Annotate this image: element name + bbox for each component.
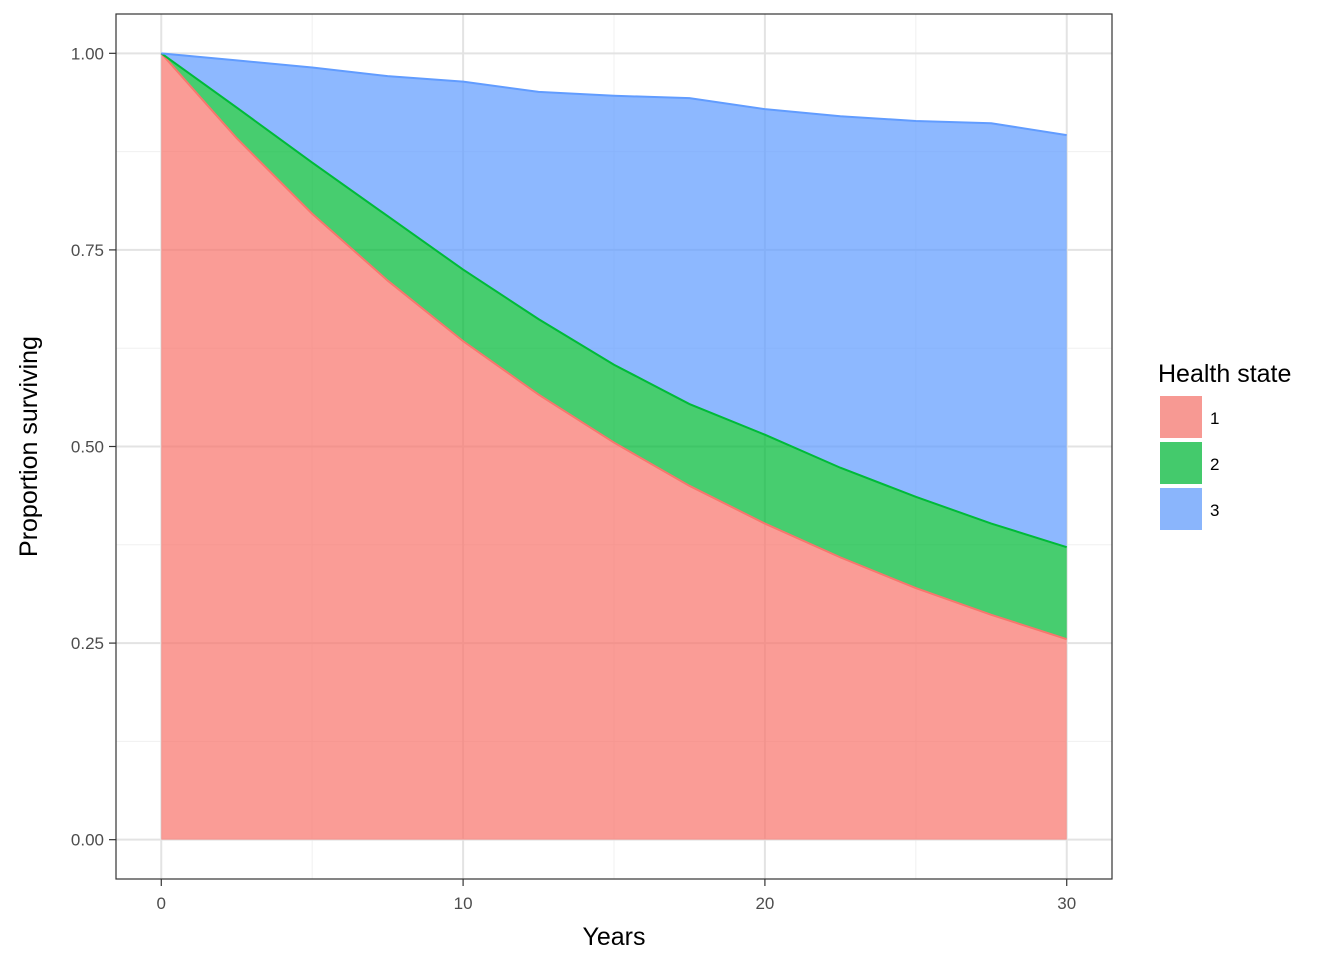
legend-key-3 (1160, 488, 1202, 530)
x-tick-label: 30 (1057, 894, 1076, 913)
area-series-1 (161, 53, 1067, 840)
area-layer (161, 53, 1067, 840)
line-series-1 (160, 52, 1068, 641)
y-tick-label: 0.00 (71, 831, 104, 850)
line-series-3 (161, 52, 1067, 137)
y-axis-title: Proportion surviving (15, 336, 43, 557)
x-tick-label: 0 (157, 894, 166, 913)
y-tick-label: 0.75 (71, 241, 104, 260)
line-layer (160, 52, 1068, 641)
axis-layer: 0 10 20 30 0.00 0.25 0.50 0.75 1.00 (71, 44, 1076, 913)
y-tick-label: 0.25 (71, 634, 104, 653)
line-series-2 (160, 52, 1068, 549)
x-tick-label: 10 (454, 894, 473, 913)
x-tick-label: 20 (755, 894, 774, 913)
area-series-2 (161, 53, 1067, 640)
y-tick-label: 1.00 (71, 44, 104, 63)
legend-key-2 (1160, 442, 1202, 484)
y-tick-label: 0.50 (71, 438, 104, 457)
area-series-3 (161, 53, 1067, 548)
legend: Health state 1 2 3 (1158, 360, 1291, 530)
legend-label-3: 3 (1210, 501, 1219, 520)
legend-key-1 (1160, 396, 1202, 438)
legend-label-1: 1 (1210, 409, 1219, 428)
legend-title: Health state (1158, 360, 1291, 388)
legend-label-2: 2 (1210, 455, 1219, 474)
x-axis-title: Years (582, 923, 645, 951)
